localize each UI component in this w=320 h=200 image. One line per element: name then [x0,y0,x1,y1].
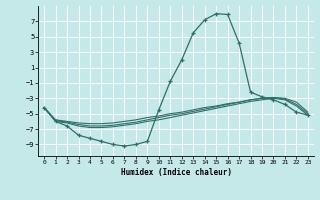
X-axis label: Humidex (Indice chaleur): Humidex (Indice chaleur) [121,168,231,177]
